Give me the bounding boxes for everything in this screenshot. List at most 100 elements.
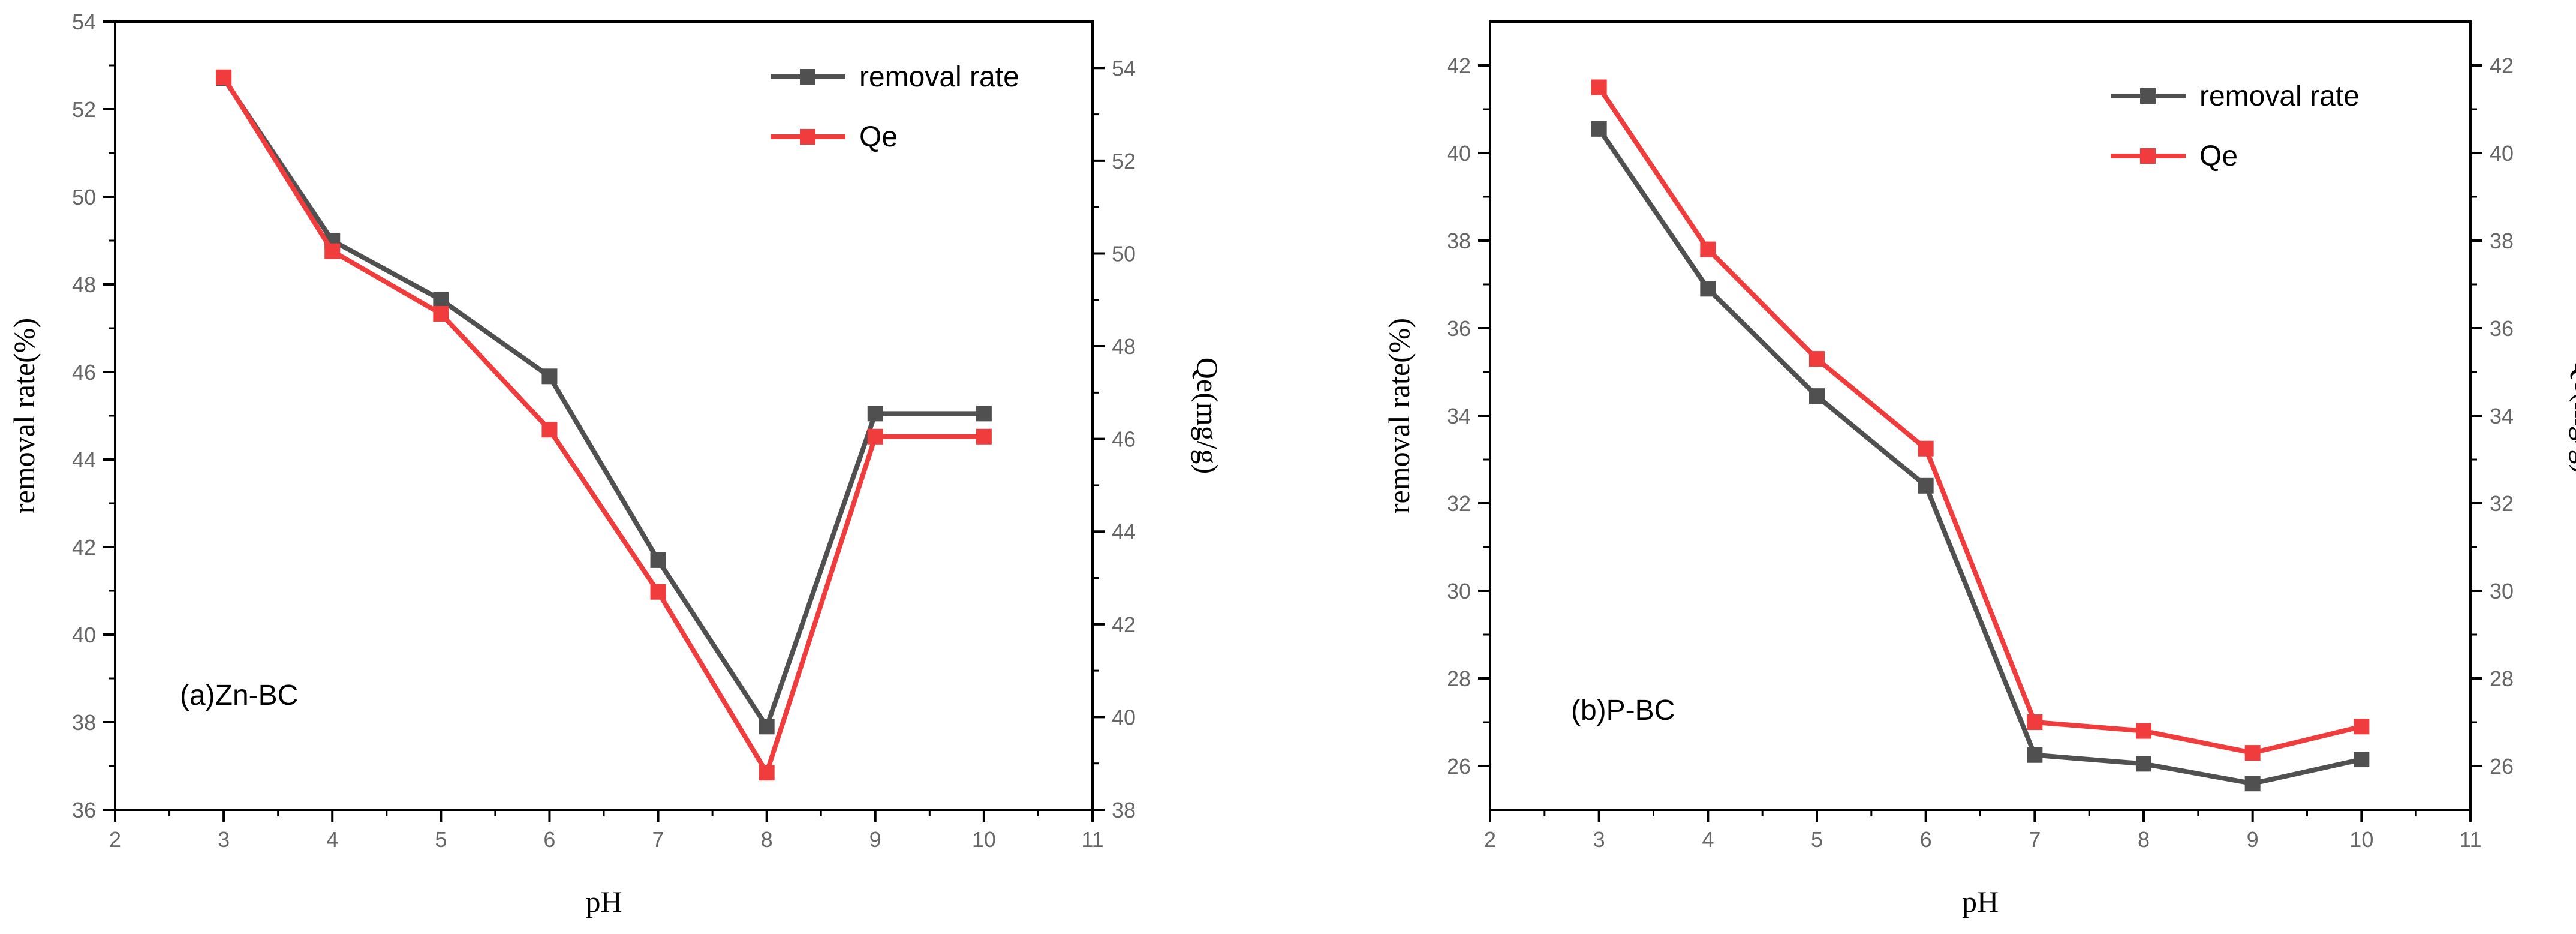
y2-tick-label: 50 bbox=[1112, 241, 1136, 266]
x-tick-label: 8 bbox=[2138, 827, 2150, 852]
y2-tick-label: 28 bbox=[2490, 666, 2514, 691]
data-point-qe bbox=[433, 305, 449, 322]
legend-label: removal rate bbox=[2199, 80, 2360, 112]
data-point-qe bbox=[2027, 714, 2043, 730]
y-tick-label: 38 bbox=[72, 710, 96, 735]
data-point-qe bbox=[2136, 723, 2151, 739]
y-tick-label: 26 bbox=[1447, 754, 1471, 779]
chart-annotation: (a)Zn-BC bbox=[180, 680, 298, 711]
y-tick-label: 32 bbox=[1447, 491, 1471, 516]
legend-label: Qe bbox=[859, 121, 898, 153]
data-point-qe bbox=[2354, 719, 2370, 735]
data-point-removal-rate bbox=[1918, 477, 1934, 494]
data-point-qe bbox=[759, 765, 775, 781]
x-tick-label: 7 bbox=[2029, 827, 2041, 852]
y-tick-label: 40 bbox=[1447, 141, 1471, 166]
data-point-qe bbox=[1591, 79, 1607, 95]
x-tick-label: 8 bbox=[761, 827, 773, 852]
y-tick-label: 44 bbox=[72, 448, 96, 472]
y-axis-title: removal rate(%) bbox=[7, 318, 41, 513]
legend-swatch-marker bbox=[800, 129, 815, 145]
data-point-removal-rate bbox=[2027, 747, 2043, 763]
x-tick-label: 2 bbox=[109, 827, 121, 852]
data-point-qe bbox=[216, 69, 232, 85]
data-point-removal-rate bbox=[1591, 121, 1607, 137]
y2-tick-label: 54 bbox=[1112, 56, 1136, 80]
data-point-qe bbox=[324, 243, 341, 259]
y2-axis-title: Qe(mg/g) bbox=[1191, 358, 1224, 474]
series-line-removal-rate bbox=[1597, 127, 2363, 786]
x-tick-label: 10 bbox=[972, 827, 996, 852]
series-line-qe bbox=[221, 76, 984, 779]
series-line-qe bbox=[1597, 86, 2363, 756]
legend-swatch-marker bbox=[800, 69, 815, 85]
y2-tick-label: 30 bbox=[2490, 579, 2514, 603]
y2-tick-label: 48 bbox=[1112, 334, 1136, 359]
y2-tick-label: 38 bbox=[2490, 229, 2514, 253]
data-point-removal-rate bbox=[2354, 752, 2370, 768]
x-tick-label: 10 bbox=[2349, 827, 2373, 852]
y-tick-label: 48 bbox=[72, 272, 96, 297]
y-tick-label: 54 bbox=[72, 10, 96, 34]
y2-tick-label: 42 bbox=[1112, 612, 1136, 637]
chart-1: 2 3 4 5 6 7 8 9 10 112628303234363840422628303234… bbox=[1382, 20, 2576, 918]
y2-tick-label: 40 bbox=[1112, 705, 1136, 729]
x-axis-title: pH bbox=[1962, 885, 1999, 918]
y2-tick-label: 38 bbox=[1112, 798, 1136, 822]
y2-tick-label: 34 bbox=[2490, 404, 2514, 428]
chart-annotation: (b)P-BC bbox=[1571, 695, 1675, 726]
data-point-removal-rate bbox=[433, 292, 449, 308]
y-tick-label: 36 bbox=[1447, 316, 1471, 341]
data-point-qe bbox=[1700, 241, 1716, 257]
legend-label: Qe bbox=[2199, 140, 2238, 172]
data-point-qe bbox=[1918, 440, 1934, 457]
series-line-removal-rate bbox=[221, 77, 984, 732]
x-tick-label: 4 bbox=[1702, 827, 1714, 852]
data-point-qe bbox=[976, 428, 992, 445]
y-tick-label: 46 bbox=[72, 360, 96, 385]
y-tick-label: 42 bbox=[72, 535, 96, 560]
y2-tick-label: 36 bbox=[2490, 316, 2514, 341]
data-point-removal-rate bbox=[867, 406, 883, 422]
y-axis-title: removal rate(%) bbox=[1382, 318, 1416, 513]
y2-tick-label: 26 bbox=[2490, 754, 2514, 779]
data-point-qe bbox=[867, 428, 883, 445]
x-tick-label: 2 bbox=[1484, 827, 1496, 852]
chart-0: 2 3 4 5 6 7 8 9 10 11 36 38 40 42 44 46 48 50 52 54 38 40 42 44… bbox=[7, 10, 1224, 918]
data-point-qe bbox=[2244, 745, 2261, 761]
x-tick-label: 5 bbox=[1811, 827, 1823, 852]
data-point-qe bbox=[1809, 351, 1825, 367]
data-point-qe bbox=[650, 584, 666, 600]
data-point-removal-rate bbox=[2244, 776, 2261, 792]
y-tick-label: 36 bbox=[72, 798, 96, 822]
data-point-removal-rate bbox=[1809, 388, 1825, 404]
data-point-removal-rate bbox=[2136, 756, 2151, 772]
data-point-removal-rate bbox=[650, 552, 666, 568]
x-tick-label: 4 bbox=[326, 827, 338, 852]
data-point-removal-rate bbox=[759, 719, 775, 735]
x-tick-label: 5 bbox=[435, 827, 447, 852]
y-tick-label: 50 bbox=[72, 185, 96, 209]
y-tick-label: 52 bbox=[72, 97, 96, 122]
y-tick-label: 42 bbox=[1447, 53, 1471, 78]
y2-tick-label: 42 bbox=[2490, 53, 2514, 78]
y2-tick-label: 52 bbox=[1112, 149, 1136, 173]
x-axis-title: pH bbox=[585, 885, 622, 918]
x-tick-label: 9 bbox=[869, 827, 881, 852]
x-tick-label: 7 bbox=[652, 827, 664, 852]
y2-tick-label: 32 bbox=[2490, 491, 2514, 516]
y-tick-label: 38 bbox=[1447, 229, 1471, 253]
x-tick-label: 6 bbox=[1920, 827, 1932, 852]
x-tick-label: 11 bbox=[2459, 827, 2481, 852]
legend-label: removal rate bbox=[859, 61, 1019, 93]
y2-tick-label: 46 bbox=[1112, 427, 1136, 452]
data-point-removal-rate bbox=[541, 368, 558, 385]
x-tick-label: 11 bbox=[1081, 827, 1103, 852]
data-point-removal-rate bbox=[1700, 281, 1716, 297]
x-tick-label: 3 bbox=[1593, 827, 1605, 852]
y2-tick-label: 44 bbox=[1112, 519, 1136, 544]
legend-swatch-marker bbox=[2140, 148, 2156, 164]
y-tick-label: 40 bbox=[72, 623, 96, 647]
x-tick-label: 9 bbox=[2247, 827, 2259, 852]
x-tick-label: 6 bbox=[543, 827, 555, 852]
